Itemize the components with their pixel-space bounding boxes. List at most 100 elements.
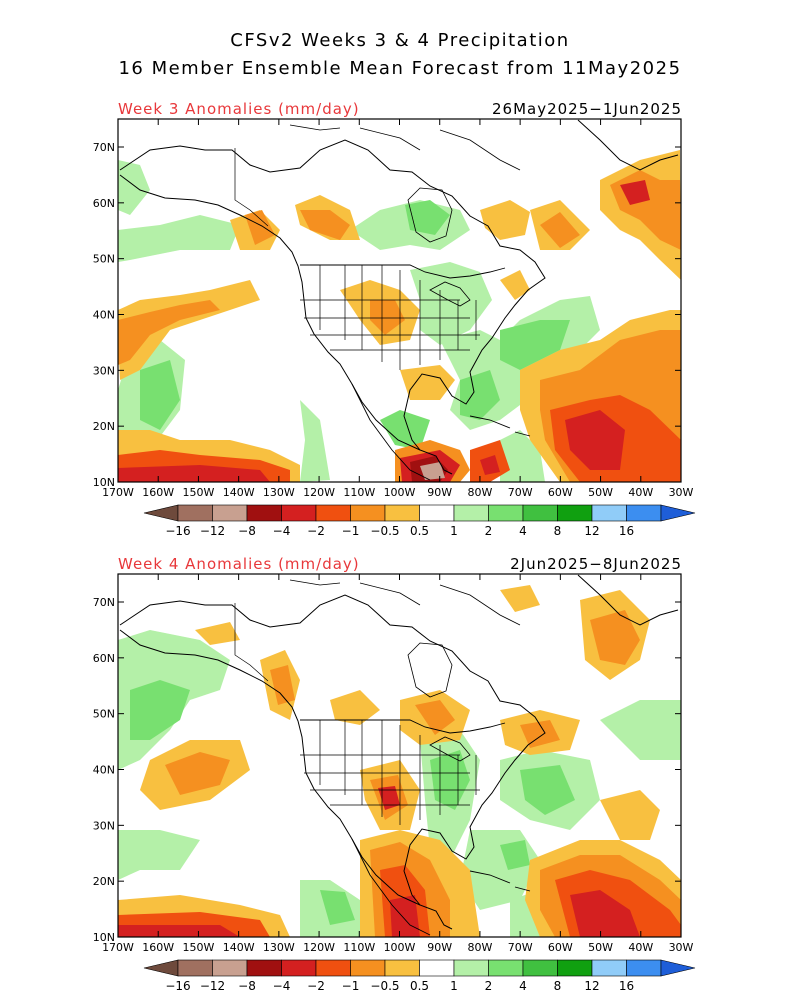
panel2-dates: 2Jun2025−8Jun2025 xyxy=(510,555,682,573)
lon-label: 100W xyxy=(384,941,416,954)
lat-label: 70N xyxy=(93,141,115,154)
colorbar-label: 16 xyxy=(619,524,634,538)
colorbar-swatch xyxy=(384,504,420,522)
colorbar-swatch xyxy=(246,504,282,522)
colorbar-label: −2 xyxy=(307,524,325,538)
lon-label: 50W xyxy=(588,486,613,499)
colorbar-swatch xyxy=(246,959,282,977)
lat-label: 10N xyxy=(93,476,115,489)
lat-label: 10N xyxy=(93,931,115,944)
lon-label: 140W xyxy=(223,486,255,499)
colorbar-swatch xyxy=(626,959,662,977)
panel1-label: Week 3 Anomalies (mm/day) xyxy=(118,100,360,118)
lon-label: 50W xyxy=(588,941,613,954)
lat-label: 50N xyxy=(93,708,115,721)
lat-label: 20N xyxy=(93,875,115,888)
colorbar-label: −4 xyxy=(273,979,291,993)
colorbar-label: 0.5 xyxy=(410,979,429,993)
colorbar-swatch xyxy=(419,504,455,522)
lat-label: 40N xyxy=(93,764,115,777)
lon-label: 150W xyxy=(182,941,214,954)
colorbar-label: −2 xyxy=(307,979,325,993)
lon-label: 150W xyxy=(182,486,214,499)
lon-label: 40W xyxy=(628,941,653,954)
colorbar-label: −0.5 xyxy=(370,524,399,538)
colorbar-label: 12 xyxy=(584,524,599,538)
colorbar-swatch xyxy=(453,504,489,522)
colorbar-swatch xyxy=(419,959,455,977)
lon-label: 70W xyxy=(508,486,533,499)
colorbar-legends: −16 −12 −8 −4 −2 −1 −0.5 0.5 1 2 4 8 12 16−16 −12 −8 −4−… xyxy=(143,504,696,993)
colorbar-swatch xyxy=(488,504,524,522)
colorbar-label: 8 xyxy=(554,524,562,538)
panel1-dates: 26May2025−1Jun2025 xyxy=(492,100,682,118)
map-title-line1: CFSv2 Weeks 3 & 4 Precipitation xyxy=(230,30,570,51)
week4-anomaly-map xyxy=(118,574,681,937)
colorbar-swatch xyxy=(281,959,317,977)
colorbar-swatch xyxy=(212,504,248,522)
lon-label: 60W xyxy=(548,941,573,954)
lat-label: 30N xyxy=(93,364,115,377)
lon-label: 60W xyxy=(548,486,573,499)
colorbar-swatch xyxy=(212,959,248,977)
colorbar-label: 2 xyxy=(485,979,493,993)
colorbar-swatch xyxy=(591,959,627,977)
colorbar-label: −16 xyxy=(165,979,190,993)
lon-label: 160W xyxy=(142,486,174,499)
colorbar-swatch xyxy=(177,504,213,522)
colorbar-swatch xyxy=(557,504,593,522)
colorbar-label: −0.5 xyxy=(370,979,399,993)
map-title-line2: 16 Member Ensemble Mean Forecast from 11… xyxy=(118,58,682,79)
lon-label: 30W xyxy=(669,486,694,499)
colorbar-label: −1 xyxy=(342,979,360,993)
colorbar-swatch xyxy=(591,504,627,522)
lon-label: 140W xyxy=(223,941,255,954)
lon-label: 130W xyxy=(263,941,295,954)
lon-label: 70W xyxy=(508,941,533,954)
lon-label: 80W xyxy=(467,941,492,954)
lon-label: 30W xyxy=(669,941,694,954)
colorbar-label: 8 xyxy=(554,979,562,993)
colorbar-swatch xyxy=(384,959,420,977)
colorbar-swatch xyxy=(350,504,386,522)
colorbar-label: 4 xyxy=(519,524,527,538)
lon-label: 130W xyxy=(263,486,295,499)
lon-label: 170W xyxy=(102,941,134,954)
colorbar-swatch xyxy=(177,959,213,977)
lon-label: 120W xyxy=(303,941,335,954)
colorbar-label: −4 xyxy=(273,524,291,538)
colorbar-label: −12 xyxy=(200,979,225,993)
lat-label: 60N xyxy=(93,197,115,210)
lon-label: 100W xyxy=(384,486,416,499)
colorbar-swatch xyxy=(522,504,558,522)
colorbar-swatch xyxy=(522,959,558,977)
lat-label: 20N xyxy=(93,420,115,433)
lon-label: 90W xyxy=(427,486,452,499)
colorbar-min-arrow xyxy=(143,959,179,977)
lat-label: 40N xyxy=(93,309,115,322)
lon-label: 110W xyxy=(343,941,375,954)
colorbar-min-arrow xyxy=(143,504,179,522)
colorbar-swatch xyxy=(350,959,386,977)
colorbar-label: −1 xyxy=(342,524,360,538)
colorbar-label: 16 xyxy=(619,979,634,993)
map-ticks xyxy=(117,119,682,938)
lat-label: 60N xyxy=(93,652,115,665)
colorbar-label: −12 xyxy=(200,524,225,538)
lat-label: 50N xyxy=(93,253,115,266)
colorbar-label: −8 xyxy=(238,524,256,538)
panel2-label: Week 4 Anomalies (mm/day) xyxy=(118,555,360,573)
lon-label: 80W xyxy=(467,486,492,499)
colorbar-label: −8 xyxy=(238,979,256,993)
colorbar-label: 2 xyxy=(485,524,493,538)
lon-label: 40W xyxy=(628,486,653,499)
colorbar-max-arrow xyxy=(660,959,696,977)
colorbar-label: 1 xyxy=(450,979,458,993)
colorbar-label: 4 xyxy=(519,979,527,993)
week3-anomaly-map xyxy=(118,119,681,482)
colorbar-label: 0.5 xyxy=(410,524,429,538)
colorbar-swatch xyxy=(315,504,351,522)
colorbar-swatch xyxy=(488,959,524,977)
